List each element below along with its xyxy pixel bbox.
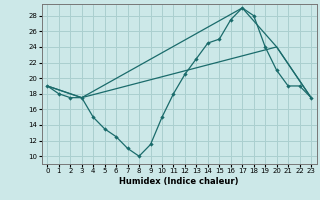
X-axis label: Humidex (Indice chaleur): Humidex (Indice chaleur)	[119, 177, 239, 186]
